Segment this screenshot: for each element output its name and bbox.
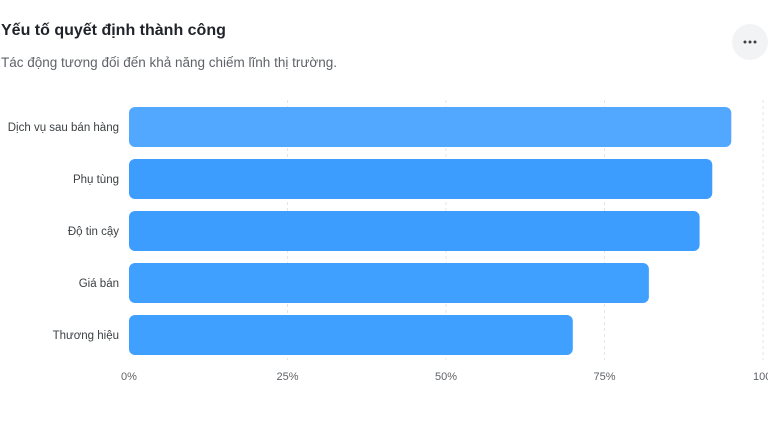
category-label: Phụ tùng	[73, 174, 119, 186]
x-tick-label: 50%	[435, 371, 457, 383]
category-label: Độ tin cậy	[68, 226, 119, 238]
x-tick-label: 100%	[753, 371, 768, 383]
more-horizontal-icon	[743, 40, 757, 44]
category-label: Giá bán	[79, 278, 119, 290]
bar	[129, 159, 713, 199]
x-tick-label: 25%	[276, 371, 298, 383]
bar	[129, 107, 732, 147]
more-options-button[interactable]	[732, 24, 768, 60]
x-axis-ticks: 0% 25% 50% 75% 100%	[121, 371, 768, 383]
x-tick-label: 75%	[593, 371, 615, 383]
category-label: Dịch vụ sau bán hàng	[8, 122, 119, 134]
bar	[129, 315, 573, 355]
bar	[129, 211, 700, 251]
bar	[129, 263, 649, 303]
x-tick-label: 0%	[121, 371, 137, 383]
chart-title: Yếu tố quyết định thành công	[1, 22, 226, 39]
chart-subtitle: Tác động tương đối đến khả năng chiếm lĩ…	[1, 55, 337, 70]
category-label: Thương hiệu	[53, 330, 119, 342]
bars	[129, 107, 732, 355]
category-labels: Dịch vụ sau bán hàng Phụ tùng Độ tin cậy Gi…	[8, 122, 119, 342]
